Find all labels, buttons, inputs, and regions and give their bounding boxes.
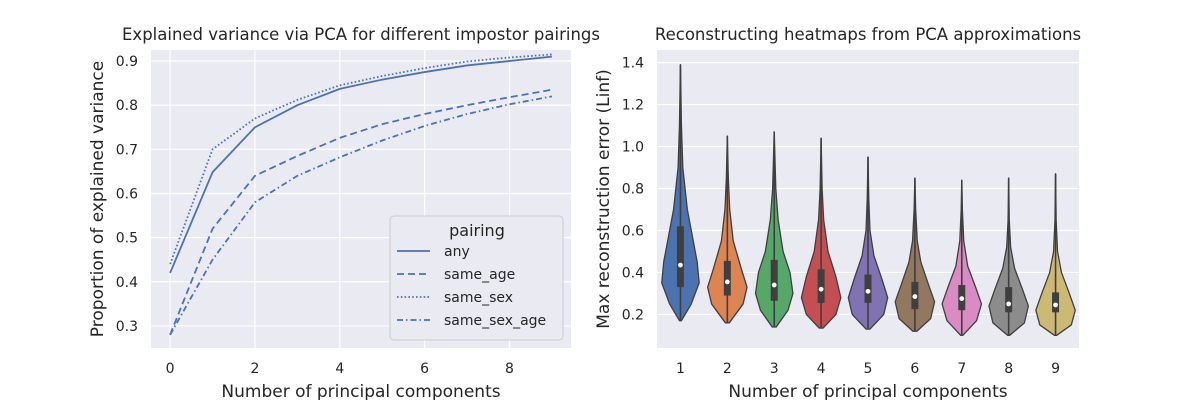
violin-median-1 bbox=[678, 262, 683, 268]
left-y-tick-label: 0.8 bbox=[116, 98, 138, 114]
right-x-tick-label: 2 bbox=[723, 361, 732, 377]
legend: pairing any same_age same_sex same_sex_age bbox=[389, 215, 564, 341]
right-panel: 0.2 0.4 0.6 0.8 1.0 1.2 1.4 1 2 3 4 5 6 7 8 9 Reconstru… bbox=[594, 25, 1081, 400]
left-y-tick-label: 0.7 bbox=[116, 142, 138, 158]
violin-iqr-box-4 bbox=[817, 269, 825, 303]
right-y-tick-label: 0.6 bbox=[622, 223, 644, 239]
legend-label-any: any bbox=[444, 244, 470, 260]
left-y-tick-label: 0.6 bbox=[116, 186, 138, 202]
left-x-axis-label: Number of principal components bbox=[221, 382, 500, 400]
right-x-axis-label: Number of principal components bbox=[728, 382, 1007, 400]
right-x-tick-label: 8 bbox=[1004, 361, 1013, 377]
left-y-tick-label: 0.4 bbox=[116, 275, 138, 291]
violin-median-7 bbox=[959, 296, 965, 302]
violin-median-2 bbox=[724, 279, 730, 285]
left-x-tick-label: 4 bbox=[335, 361, 344, 377]
violin-median-5 bbox=[865, 288, 871, 294]
right-x-tick-label: 5 bbox=[864, 361, 873, 377]
right-x-tick-label: 6 bbox=[910, 361, 919, 377]
legend-items: any same_age same_sex same_sex_age bbox=[397, 244, 546, 329]
series-line-any bbox=[169, 55, 553, 274]
left-x-tick-label: 8 bbox=[505, 361, 514, 377]
right-y-tick-label: 0.4 bbox=[622, 265, 644, 281]
left-gridlines bbox=[151, 50, 571, 348]
left-y-tick-label: 0.5 bbox=[116, 231, 138, 247]
right-x-tick-label: 4 bbox=[817, 361, 826, 377]
right-chart-title: Reconstructing heatmaps from PCA approxi… bbox=[655, 25, 1081, 44]
left-x-tick-label: 6 bbox=[420, 361, 429, 377]
left-y-axis-label: Proportion of explained variance bbox=[88, 61, 108, 337]
right-tick-labels: 0.2 0.4 0.6 0.8 1.0 1.2 1.4 1 2 3 4 5 6 7 8 9 bbox=[622, 56, 1060, 377]
right-y-tick-label: 1.4 bbox=[622, 56, 644, 72]
left-tick-labels: 0 2 4 6 8 0.3 0.4 0.5 0.6 0.7 0.8 0.9 bbox=[116, 54, 514, 377]
right-x-tick-label: 1 bbox=[676, 361, 685, 377]
series-line-same_age bbox=[169, 88, 553, 336]
right-x-tick-label: 9 bbox=[1051, 361, 1060, 377]
violin-median-3 bbox=[771, 282, 777, 288]
legend-box bbox=[389, 215, 564, 341]
violins bbox=[661, 64, 1076, 337]
left-panel: 0 2 4 6 8 0.3 0.4 0.5 0.6 0.7 0.8 0.9 Explained var… bbox=[88, 25, 600, 400]
left-y-tick-label: 0.3 bbox=[116, 319, 138, 335]
violin-median-6 bbox=[912, 294, 918, 299]
left-x-tick-label: 0 bbox=[166, 361, 175, 377]
violin-iqr-box-1 bbox=[676, 226, 684, 288]
right-y-axis-label: Max reconstruction error (Linf) bbox=[594, 69, 614, 329]
series-line-same_sex bbox=[169, 53, 552, 265]
series-line-same_sex_age bbox=[169, 95, 553, 336]
violin-median-9 bbox=[1053, 302, 1058, 308]
right-x-tick-label: 7 bbox=[957, 361, 966, 377]
left-series-lines bbox=[169, 53, 553, 336]
legend-label-same_sex_age: same_sex_age bbox=[444, 313, 546, 329]
right-y-tick-label: 1.0 bbox=[622, 140, 644, 156]
legend-title: pairing bbox=[449, 221, 505, 240]
right-y-tick-label: 0.8 bbox=[622, 182, 644, 198]
right-x-tick-label: 3 bbox=[770, 361, 779, 377]
legend-label-same_age: same_age bbox=[444, 267, 515, 283]
right-y-tick-label: 1.2 bbox=[622, 98, 644, 114]
violin-iqr-box-9 bbox=[1052, 292, 1060, 313]
violin-iqr-box-3 bbox=[770, 259, 778, 301]
violin-iqr-box-5 bbox=[864, 274, 872, 303]
legend-label-same_sex: same_sex bbox=[444, 290, 513, 306]
right-y-tick-label: 0.2 bbox=[622, 307, 644, 323]
violin-iqr-box-8 bbox=[1005, 287, 1013, 313]
violin-median-8 bbox=[1006, 301, 1012, 307]
left-x-tick-label: 2 bbox=[250, 361, 259, 377]
violin-iqr-box-2 bbox=[723, 260, 731, 296]
violin-median-4 bbox=[818, 286, 824, 292]
left-chart-title: Explained variance via PCA for different… bbox=[122, 25, 600, 44]
left-y-tick-label: 0.9 bbox=[116, 54, 138, 70]
